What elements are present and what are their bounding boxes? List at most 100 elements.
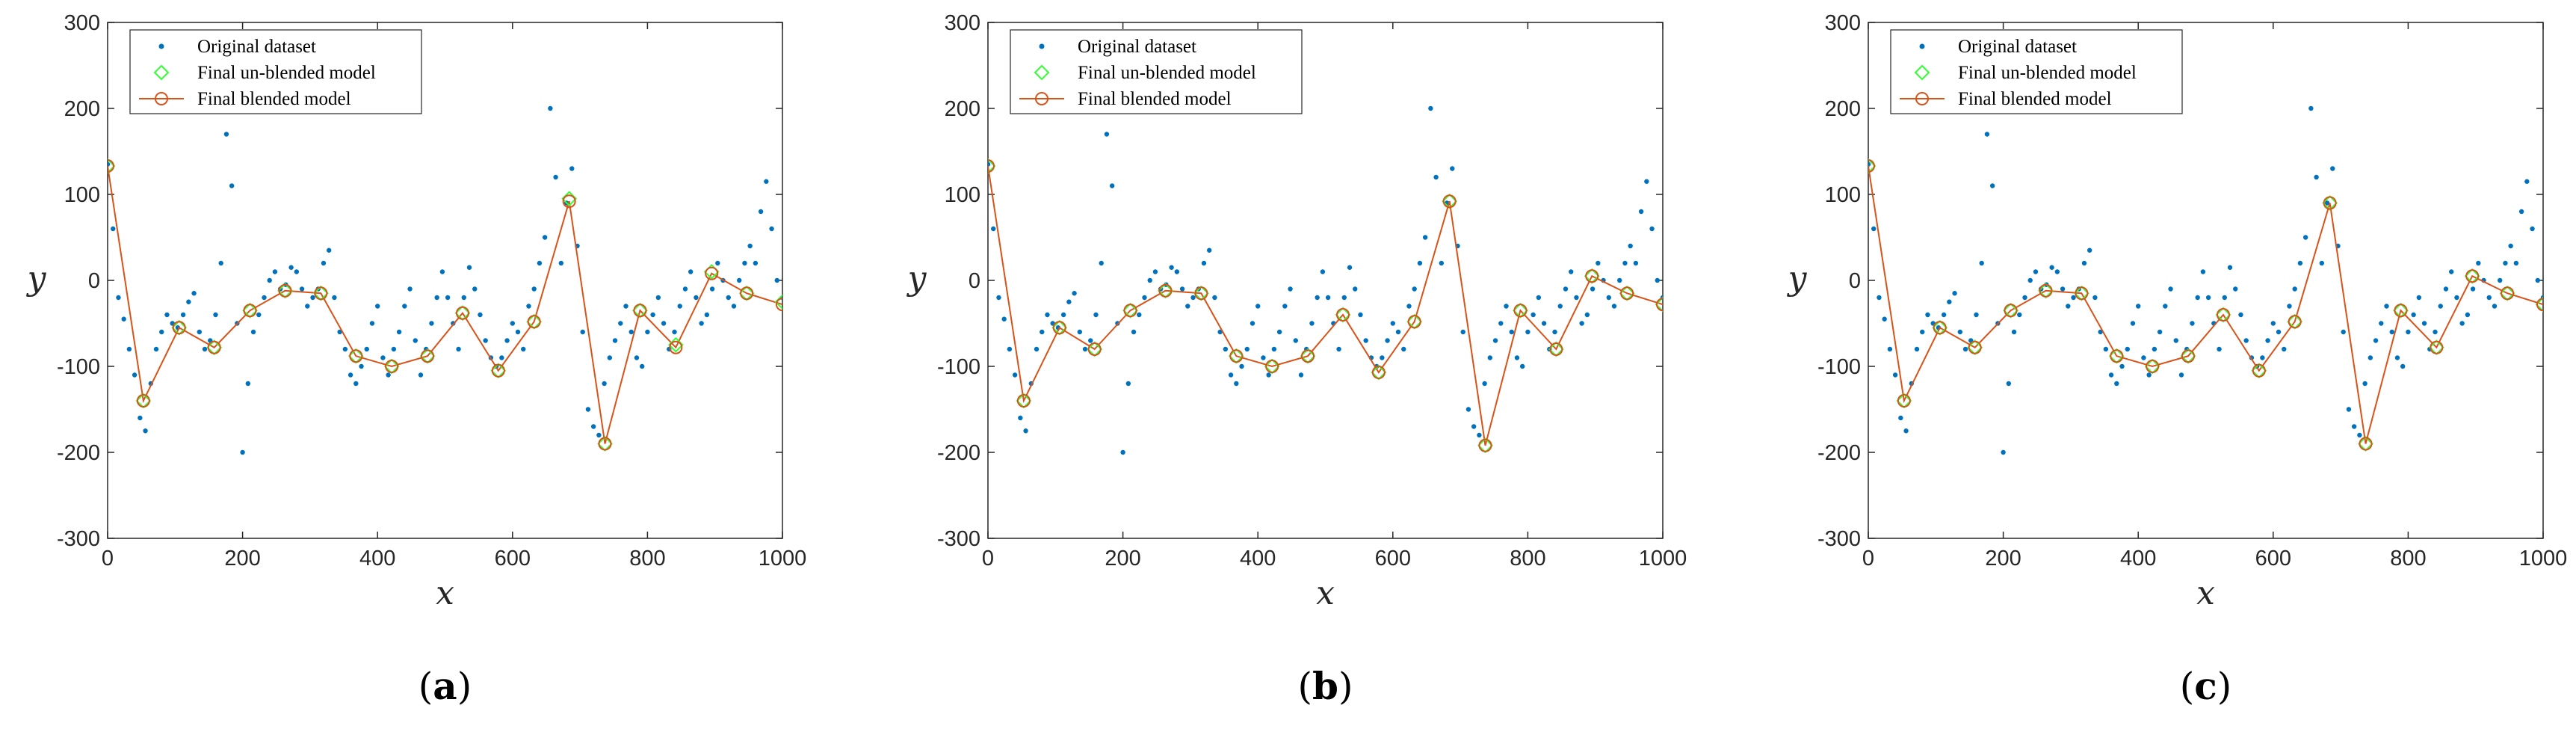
- original-data-point: [1638, 209, 1644, 215]
- original-data-point: [2098, 329, 2103, 335]
- original-data-point: [337, 329, 342, 335]
- original-data-point: [1001, 316, 1007, 322]
- original-data-point: [2498, 277, 2503, 283]
- original-data-point: [2157, 329, 2163, 335]
- blended-model-line: [1868, 165, 2543, 444]
- y-tick-label: -100: [57, 355, 100, 379]
- original-data-point: [715, 260, 720, 266]
- original-data-point: [132, 372, 138, 378]
- original-data-point: [1552, 329, 1557, 335]
- original-data-point: [342, 346, 348, 352]
- original-data-point: [988, 162, 991, 167]
- original-data-point: [521, 346, 526, 352]
- y-axis-label: y: [1787, 259, 1808, 298]
- original-data-point: [764, 179, 769, 184]
- original-data-point: [1206, 247, 1212, 253]
- original-data-point: [2260, 355, 2265, 360]
- original-data-point: [2190, 321, 2195, 326]
- original-data-point: [2486, 295, 2492, 301]
- original-data-point: [391, 346, 397, 352]
- y-tick-label: 200: [64, 97, 100, 121]
- original-data-point: [386, 372, 391, 378]
- chart-panel-a: 0 200 400 600 800 10003002001000-100-200-300x…: [26, 11, 807, 708]
- original-data-point: [2389, 329, 2394, 335]
- original-data-point: [2454, 295, 2459, 301]
- original-data-point: [429, 321, 434, 326]
- original-data-point: [1611, 304, 1617, 309]
- legend-entry: Original dataset: [1078, 37, 1196, 57]
- unblended-model-point: [108, 158, 116, 174]
- original-data-point: [2459, 321, 2465, 326]
- original-data-point: [726, 295, 731, 301]
- original-data-point: [1093, 312, 1099, 318]
- y-tick-label: 0: [88, 269, 100, 293]
- y-tick-label: 200: [1825, 97, 1861, 121]
- original-data-point: [1628, 243, 1633, 249]
- original-data-point: [504, 338, 510, 343]
- original-data-point: [2168, 286, 2173, 292]
- original-data-point: [1309, 321, 1315, 326]
- x-tick-label: 600: [495, 547, 531, 570]
- blended-model-point: [2216, 308, 2230, 322]
- blended-model-point: [491, 363, 505, 378]
- original-data-point: [2173, 338, 2178, 343]
- blended-model-point: [2181, 349, 2196, 363]
- blended-model-point: [633, 304, 647, 318]
- original-data-point: [2276, 329, 2282, 335]
- x-tick-label: 800: [2390, 547, 2426, 570]
- original-data-point: [294, 269, 300, 274]
- unblended-model-point: [988, 158, 996, 174]
- original-data-point: [2027, 277, 2033, 283]
- blended-model-point: [2394, 304, 2408, 318]
- legend-marker-original: [1919, 43, 1925, 49]
- original-data-point: [1288, 286, 1293, 292]
- original-data-point: [2233, 286, 2238, 292]
- original-data-point: [1606, 295, 1611, 301]
- legend-marker-original: [158, 43, 164, 49]
- original-data-point: [1514, 355, 1520, 360]
- original-data-point: [2443, 286, 2449, 292]
- original-data-point: [1179, 286, 1185, 292]
- original-data-point: [218, 260, 223, 266]
- original-data-point: [2341, 329, 2346, 335]
- original-data-point: [1563, 286, 1569, 292]
- original-data-point: [694, 295, 699, 301]
- legend-box: [129, 29, 422, 114]
- original-data-point: [1477, 432, 1482, 438]
- original-data-point: [434, 295, 439, 301]
- original-data-point: [2330, 166, 2335, 171]
- blended-model-point: [776, 298, 782, 312]
- original-data-point: [2362, 381, 2367, 387]
- blended-model-point: [1897, 394, 1911, 407]
- original-data-point: [1450, 166, 1455, 171]
- x-tick-label: 600: [1375, 547, 1411, 570]
- original-data-point: [2103, 346, 2109, 352]
- legend-box: [1010, 29, 1303, 114]
- original-data-point: [1363, 338, 1368, 343]
- blended-model-point: [314, 286, 328, 301]
- blended-model-point: [562, 194, 576, 209]
- original-data-point: [704, 312, 710, 318]
- original-data-point: [2287, 304, 2292, 309]
- blended-model-point: [2039, 283, 2053, 298]
- original-data-point: [1541, 321, 1547, 326]
- original-data-point: [2282, 346, 2287, 352]
- original-data-point: [305, 304, 310, 309]
- original-data-point: [1422, 235, 1428, 240]
- original-data-point: [1261, 355, 1266, 360]
- original-data-point: [2319, 260, 2325, 266]
- blended-model-point: [2146, 360, 2160, 373]
- original-data-point: [1525, 329, 1531, 335]
- original-data-point: [2006, 381, 2012, 387]
- x-tick-label: 800: [629, 547, 665, 570]
- y-tick-label: -200: [1817, 441, 1861, 465]
- blended-model-point: [1301, 349, 1315, 363]
- original-data-point: [2114, 381, 2119, 387]
- legend-entry: Final un-blended model: [1078, 63, 1256, 83]
- unblended-model-point: [1655, 296, 1663, 313]
- blended-model-point: [243, 304, 257, 318]
- original-data-point: [769, 226, 774, 232]
- y-tick-label: -100: [1817, 355, 1861, 379]
- original-data-point: [699, 321, 704, 326]
- y-tick-label: 300: [945, 11, 980, 35]
